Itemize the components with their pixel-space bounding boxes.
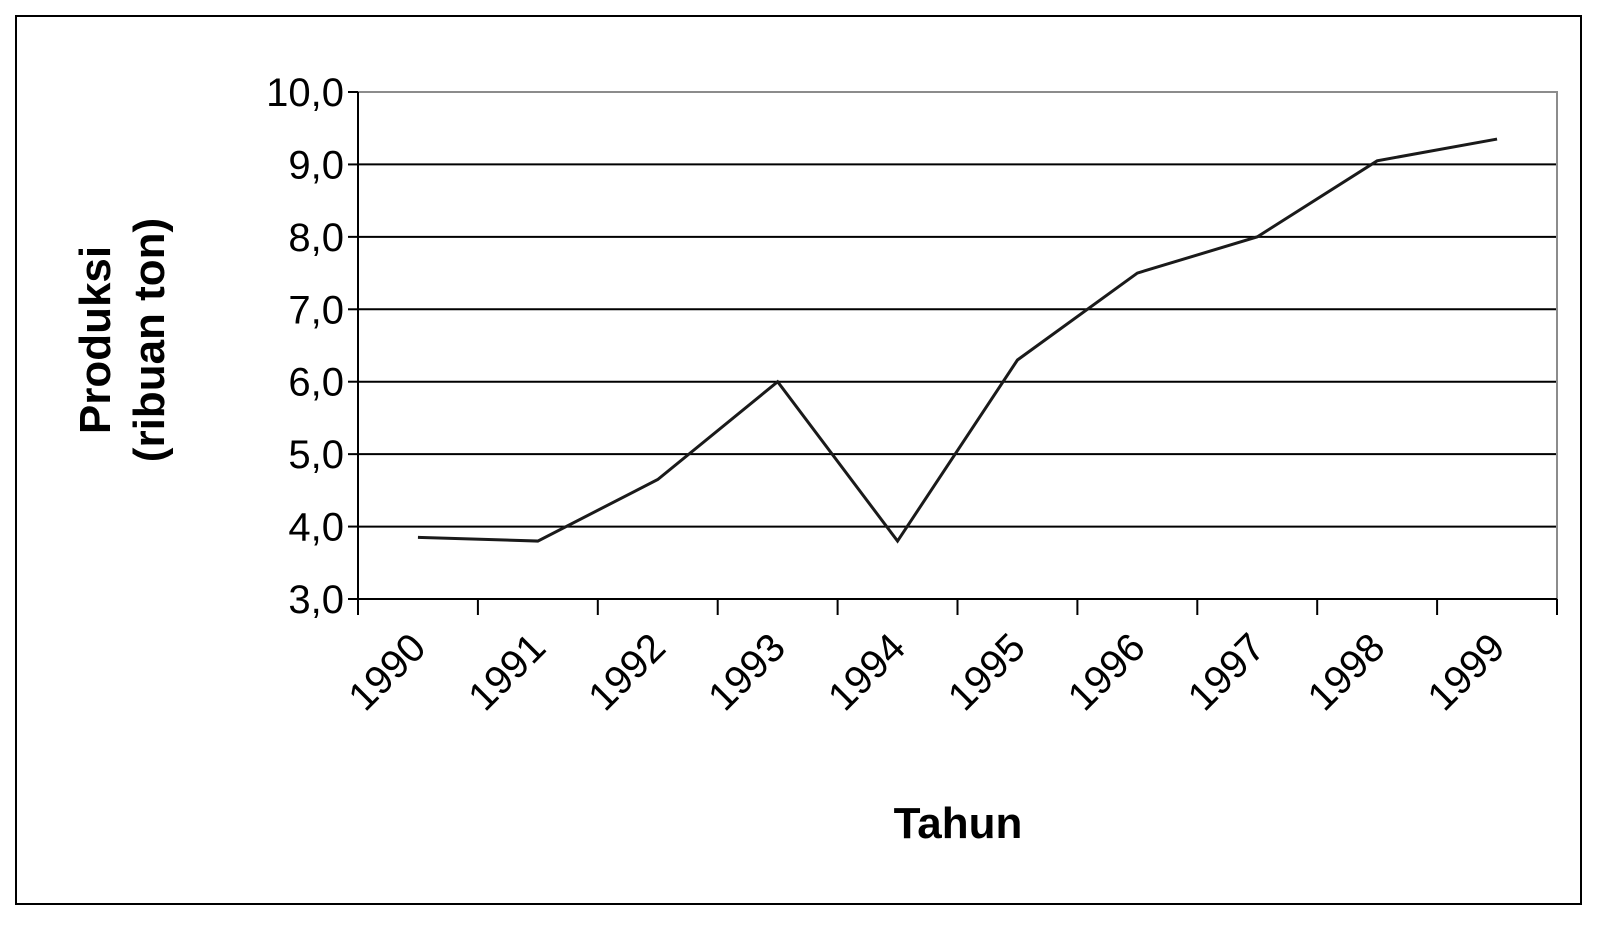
x-tick-label-1993: 1993 bbox=[700, 625, 794, 719]
x-tick-label-1995: 1995 bbox=[940, 625, 1034, 719]
x-tick-label-1996: 1996 bbox=[1060, 625, 1154, 719]
plot-area-border bbox=[357, 91, 1558, 600]
series-line-0 bbox=[417, 137, 1498, 544]
x-tick-label-1990: 1990 bbox=[340, 625, 434, 719]
x-tick-label-1994: 1994 bbox=[820, 625, 914, 719]
x-tick-label-1992: 1992 bbox=[580, 625, 674, 719]
y-tick-label-3: 6,0 bbox=[288, 361, 344, 405]
y-tick-label-0: 3,0 bbox=[288, 578, 344, 622]
gridlines bbox=[358, 91, 1557, 528]
y-axis-title-line-2: (ribuan ton) bbox=[125, 218, 174, 462]
x-tick-label-1999: 1999 bbox=[1419, 625, 1513, 719]
y-tick-label-6: 9,0 bbox=[288, 143, 344, 187]
y-tick-label-1: 4,0 bbox=[288, 506, 344, 550]
axes bbox=[348, 91, 1558, 615]
x-tick-label-1998: 1998 bbox=[1299, 625, 1393, 719]
chart-frame bbox=[15, 15, 1582, 905]
y-axis-title-line-1: Produksi bbox=[71, 246, 120, 434]
y-tick-label-2: 5,0 bbox=[288, 433, 344, 477]
x-tick-labels: 1990 1991 1992 1993 1994 1995 1996 1997 1998 1999 bbox=[340, 625, 1513, 719]
y-tick-label-4: 7,0 bbox=[288, 288, 344, 332]
x-axis-title: Tahun bbox=[894, 799, 1023, 848]
y-tick-label-5: 8,0 bbox=[288, 216, 344, 260]
y-tick-labels: 3,0 4,0 5,0 6,0 7,0 8,0 9,0 10,0 bbox=[266, 71, 344, 622]
x-tick-label-1991: 1991 bbox=[460, 625, 554, 719]
x-tick-label-1997: 1997 bbox=[1180, 625, 1274, 719]
y-tick-label-7: 10,0 bbox=[266, 71, 344, 115]
y-axis-title: Produksi (ribuan ton) bbox=[71, 218, 174, 462]
series bbox=[417, 137, 1498, 544]
